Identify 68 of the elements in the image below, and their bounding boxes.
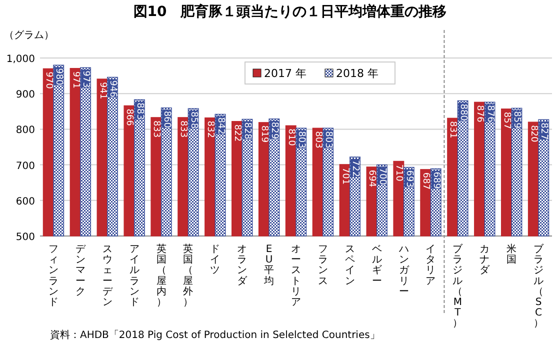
data-label: 883 xyxy=(134,102,144,120)
data-label: 970 xyxy=(43,72,54,90)
data-label: 973 xyxy=(80,70,91,88)
text: 資料：AHDB「2018 Pig Cost of Production in Selelcted Countries」 xyxy=(50,329,380,341)
x-tick-label: ブラジル（MT） xyxy=(452,243,464,330)
data-label: 860 xyxy=(161,110,172,128)
y-tick-label: 700 xyxy=(16,160,35,172)
data-label: 971 xyxy=(70,71,80,89)
x-tick-label: スペイン xyxy=(344,244,355,287)
x-tick-label: アイルランド xyxy=(129,244,140,308)
data-label: 829 xyxy=(269,122,280,140)
data-label: 831 xyxy=(448,121,458,138)
x-tick-label: カナダ xyxy=(480,244,491,276)
x-tick-label: EU平均 xyxy=(263,244,274,287)
x-tick-label: ベルギー xyxy=(372,244,382,287)
data-label: 687 xyxy=(420,172,431,190)
y-axis-title: （グラム） xyxy=(4,30,54,41)
data-label: 941 xyxy=(97,82,108,100)
legend-label: 2018 年 xyxy=(336,67,378,80)
data-label: 980 xyxy=(54,68,64,86)
x-tick-label: オランダ xyxy=(237,244,248,287)
data-label: 694 xyxy=(366,170,377,188)
x-tick-label: ハンガリー xyxy=(398,244,410,298)
data-label: 832 xyxy=(205,120,216,138)
y-tick-label: 500 xyxy=(16,232,35,243)
data-label: 828 xyxy=(242,122,252,140)
data-label: 803 xyxy=(312,131,323,148)
y-tick-label: 600 xyxy=(16,196,35,208)
x-tick-label: デンマーク xyxy=(75,244,86,298)
y-tick-label: 800 xyxy=(16,125,35,136)
x-tick-label: ドイツ xyxy=(210,244,220,276)
data-label: 876 xyxy=(474,105,485,123)
x-tick-label: フランス xyxy=(318,244,328,287)
data-label: 876 xyxy=(484,105,495,123)
data-label: 803 xyxy=(296,131,306,148)
data-label: 810 xyxy=(286,128,296,146)
data-label: 866 xyxy=(124,108,134,126)
data-label: 700 xyxy=(376,168,387,186)
data-label: 822 xyxy=(232,124,242,142)
data-label: 859 xyxy=(512,111,522,129)
y-tick-label: 1,000 xyxy=(6,54,35,65)
data-label: 827 xyxy=(538,122,549,140)
data-label: 833 xyxy=(178,120,188,138)
data-label: 722 xyxy=(350,160,360,178)
x-tick-label: 英国（屋外） xyxy=(183,243,194,308)
chart-title: 図10 肥育豚１頭当たりの１日平均増体重の推移 xyxy=(133,3,447,20)
x-tick-label: 英国（屋内） xyxy=(156,243,166,308)
x-tick-label: ブラジル（SC） xyxy=(534,243,545,330)
data-label: 880 xyxy=(458,104,468,122)
data-label: 693 xyxy=(404,170,414,188)
data-label: 819 xyxy=(258,125,269,143)
data-label: 833 xyxy=(151,120,162,138)
data-label: 842 xyxy=(215,117,226,134)
x-tick-label: 米国 xyxy=(506,243,517,266)
data-label: 710 xyxy=(394,164,404,182)
legend-label: 2017 年 xyxy=(264,67,306,80)
data-label: 701 xyxy=(340,167,350,185)
data-label: 858 xyxy=(188,112,198,130)
x-tick-label: スウェーデン xyxy=(102,244,114,308)
data-label: 946 xyxy=(107,80,118,98)
x-tick-label: イタリア xyxy=(426,244,436,287)
data-label: 820 xyxy=(528,125,538,143)
x-tick-label: オーストリア xyxy=(291,244,301,308)
data-label: 803 xyxy=(323,131,334,148)
data-label: 857 xyxy=(501,112,512,130)
data-label: 689 xyxy=(430,172,441,190)
x-tick-label: フィンランド xyxy=(48,244,58,308)
y-tick-label: 900 xyxy=(16,90,35,101)
